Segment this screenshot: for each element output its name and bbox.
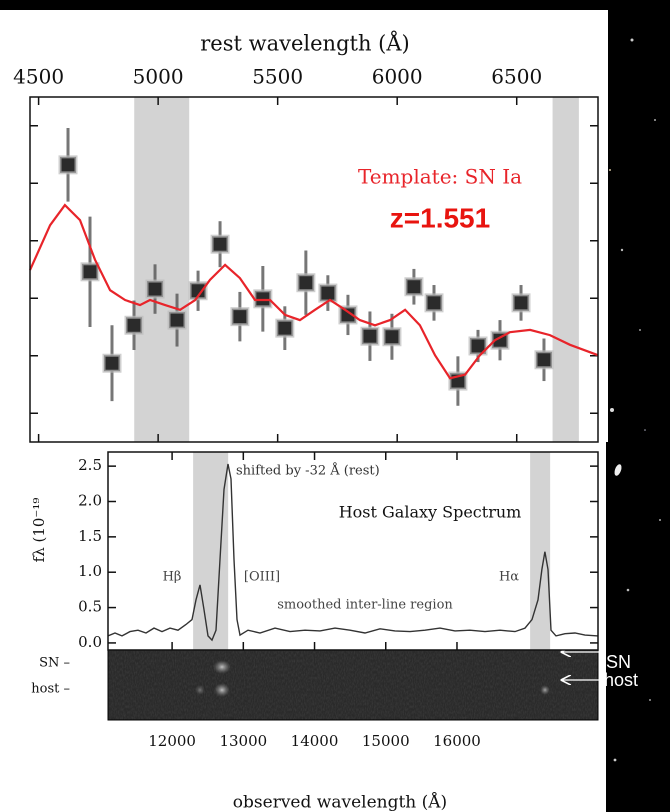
data-point — [275, 318, 295, 338]
data-point — [102, 353, 122, 373]
shaded-region — [193, 452, 229, 650]
x-tick-label: 16000 — [433, 732, 481, 750]
panel-background — [0, 442, 606, 812]
x-tick-label: 6500 — [491, 65, 542, 89]
data-point — [253, 289, 273, 309]
shaded-region — [530, 452, 551, 650]
star-field — [609, 38, 661, 762]
plot-frame — [29, 96, 599, 443]
annotation: shifted by -32 Å (rest) — [236, 463, 380, 479]
redshift-label: z=1.551 — [390, 202, 490, 233]
y-tick-label: 1.0 — [78, 562, 102, 580]
plot-area: 12000 13000 14000 15000 16000 0.0 0.5 1.0 1.5 2.0… — [78, 451, 599, 750]
data-point — [511, 293, 531, 313]
shaded-region — [552, 97, 579, 442]
data-point — [424, 293, 444, 313]
plot-frame — [107, 451, 599, 651]
y-tick-label: 0.0 — [78, 633, 102, 651]
x-tick-label: 12000 — [148, 732, 196, 750]
data-point — [145, 279, 165, 299]
y-axis-label: fλ (10⁻¹⁹ — [30, 498, 48, 563]
x-tick-label: 14000 — [291, 732, 339, 750]
data-point — [167, 310, 187, 330]
x-axis-label: rest wavelength (Å) — [200, 31, 409, 56]
data-point — [124, 315, 144, 335]
data-point — [80, 262, 100, 282]
line-label: Hβ — [163, 570, 182, 585]
data-point — [534, 350, 554, 370]
annotation: smoothed inter-line region — [277, 598, 453, 613]
arrow-label: SN — [606, 652, 631, 672]
data-point — [404, 277, 424, 297]
x-tick-label: 15000 — [362, 732, 410, 750]
template-label: Template: SN Ia — [358, 165, 522, 189]
panel-background — [0, 10, 608, 442]
data-point — [230, 307, 250, 327]
x-axis-label: observed wavelength (Å) — [233, 792, 447, 812]
y-tick-label: 0.5 — [78, 598, 102, 616]
line-label: Hα — [499, 570, 519, 585]
data-point — [338, 305, 358, 325]
data-point — [468, 336, 488, 356]
y-tick-label: 2.0 — [78, 492, 102, 510]
data-point — [318, 283, 338, 303]
series-line — [28, 203, 599, 380]
x-tick-label: 4500 — [13, 65, 64, 89]
shaded-region — [134, 97, 190, 442]
spectrum-image — [107, 649, 599, 721]
y-tick-label: 1.5 — [78, 527, 102, 545]
x-tick-label: 5000 — [133, 65, 184, 89]
data-point — [58, 155, 78, 175]
data-point — [382, 327, 402, 347]
chart-title: Host Galaxy Spectrum — [339, 503, 522, 522]
data-point — [188, 281, 208, 301]
x-tick-label: 13000 — [219, 732, 267, 750]
x-tick-label: 6000 — [372, 65, 423, 89]
y-tick-label: 2.5 — [78, 456, 102, 474]
line-label: [OIII] — [244, 570, 280, 585]
data-point — [360, 326, 380, 346]
arrow-label: host — [604, 670, 638, 690]
trace-label: SN – — [39, 656, 70, 671]
series-line — [107, 463, 599, 642]
trace-label: host – — [31, 682, 70, 697]
x-tick-label: 5500 — [252, 65, 303, 89]
data-point — [296, 273, 316, 293]
plot-area: 4500 5000 5500 6000 6500 — [13, 65, 599, 443]
data-point — [210, 234, 230, 254]
